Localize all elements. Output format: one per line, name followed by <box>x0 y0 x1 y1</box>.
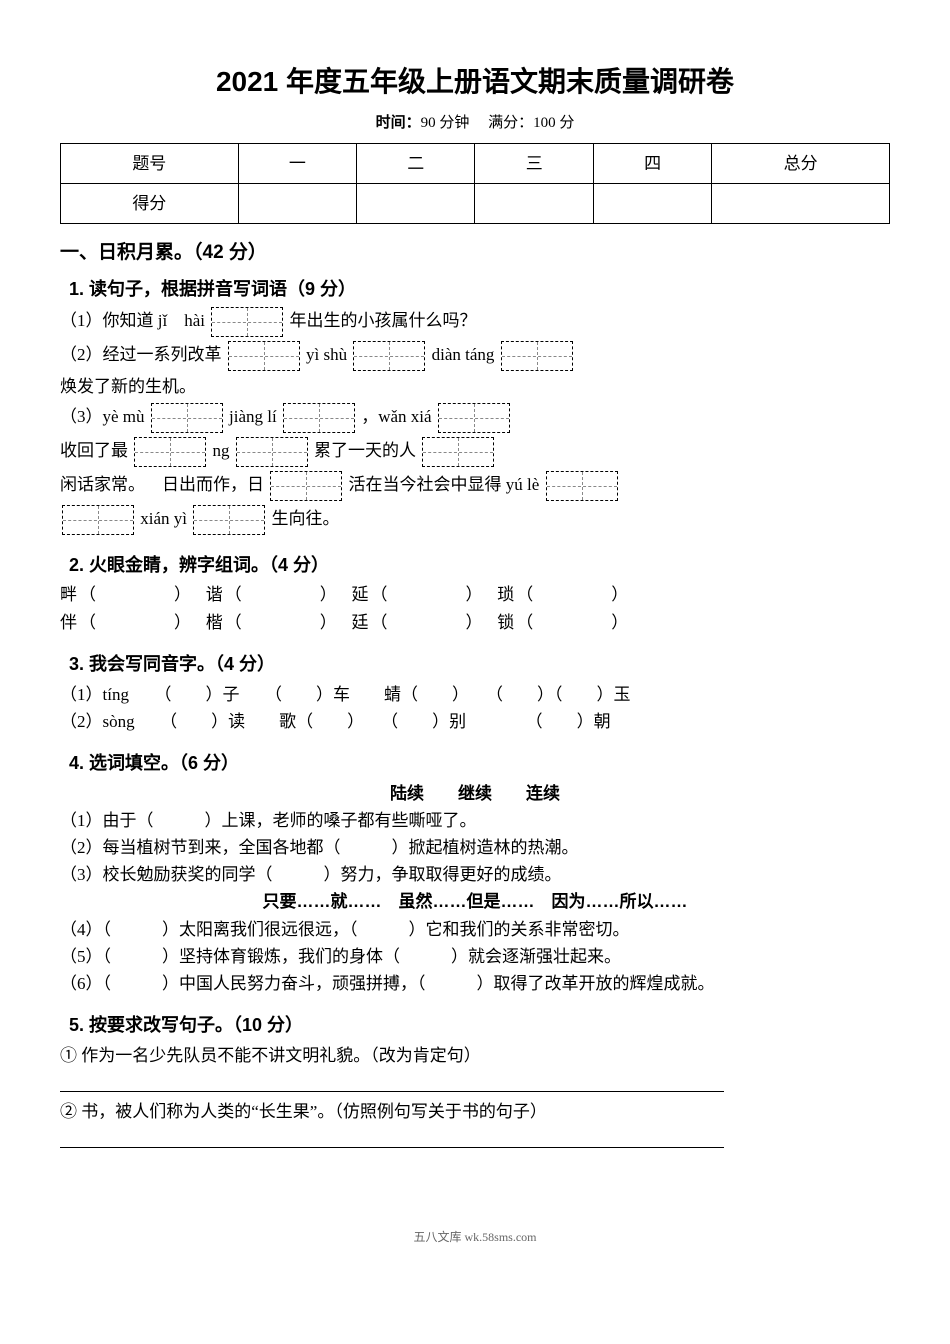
pinyin-blank[interactable] <box>270 471 342 501</box>
q3-body: （1）tíng （ ）子 （ ）车 蜻（ ） （ ）（ ）玉 （2）sòng （… <box>60 681 890 735</box>
full-label: 满分： <box>488 115 533 131</box>
pinyin-blank[interactable] <box>193 505 265 535</box>
table-row: 得分 <box>61 183 890 223</box>
answer-blank[interactable] <box>60 1129 724 1148</box>
score-cell[interactable] <box>475 183 593 223</box>
q3-line[interactable]: （1）tíng （ ）子 （ ）车 蜻（ ） （ ）（ ）玉 <box>60 681 890 708</box>
pinyin-blank[interactable] <box>501 341 573 371</box>
q4-body: 陆续 继续 连续 （1）由于（ ）上课，老师的嗓子都有些嘶哑了。 （2）每当植树… <box>60 780 890 998</box>
exam-meta: 时间：90 分钟 满分：100 分 <box>60 111 890 135</box>
q1-body: （1）你知道 jǐ hài 年出生的小孩属什么吗？ （2）经过一系列改革 yì … <box>60 305 890 536</box>
q5-head: 5. 按要求改写句子。（10 分） <box>60 1011 890 1040</box>
section-1-head: 一、日积月累。（42 分） <box>60 238 890 268</box>
page-title: 2021 年度五年级上册语文期末质量调研卷 <box>60 60 890 105</box>
table-row: 题号 一 二 三 四 总分 <box>61 143 890 183</box>
q5-body: ① 作为一名少先队员不能不讲文明礼貌。（改为肯定句） ② 书，被人们称为人类的“… <box>60 1042 890 1148</box>
q1-text: xián yì <box>140 508 187 527</box>
q2-head: 2. 火眼金睛，辨字组词。（4 分） <box>60 551 890 580</box>
q4-item[interactable]: （1）由于（ ）上课，老师的嗓子都有些嘶哑了。 <box>60 807 890 834</box>
q1-text: （3）yè mù <box>60 406 145 425</box>
time-value: 90 分钟 <box>421 115 470 131</box>
row-label: 得分 <box>61 183 239 223</box>
q3-head: 3. 我会写同音字。（4 分） <box>60 650 890 679</box>
score-cell[interactable] <box>593 183 711 223</box>
q2-item[interactable]: 伴（ ） <box>60 613 193 632</box>
q4-item[interactable]: （4）（ ）太阳离我们很远很远，（ ）它和我们的关系非常密切。 <box>60 916 890 943</box>
pinyin-blank[interactable] <box>422 437 494 467</box>
q2-item[interactable]: 锁（ ） <box>497 613 630 632</box>
score-cell[interactable] <box>238 183 356 223</box>
q1-text: （2）经过一系列改革 <box>60 345 222 364</box>
q2-item[interactable]: 琐（ ） <box>497 585 630 604</box>
q1-text: 收回了最 <box>60 440 128 459</box>
q2-item[interactable]: 谐（ ） <box>206 585 339 604</box>
q1-text: 生向往。 <box>272 508 340 527</box>
q1-text: 闲话家常。 <box>60 474 145 493</box>
word-bank-1: 陆续 继续 连续 <box>60 780 890 807</box>
q5-item: ① 作为一名少先队员不能不讲文明礼貌。（改为肯定句） <box>60 1042 890 1069</box>
q2-item[interactable]: 廷（ ） <box>352 613 485 632</box>
q1-text: 活在当今社会中显得 yú lè <box>349 474 540 493</box>
score-cell[interactable] <box>357 183 475 223</box>
word-bank-2: 只要……就…… 虽然……但是…… 因为……所以…… <box>60 888 890 915</box>
col-header: 三 <box>475 143 593 183</box>
full-value: 100 分 <box>533 115 574 131</box>
q3-line[interactable]: （2）sòng （ ）读 歌（ ） （ ）别 （ ）朝 <box>60 708 890 735</box>
pinyin-blank[interactable] <box>546 471 618 501</box>
q1-text: 累了一天的人 <box>314 440 416 459</box>
q1-text: 日出而作，日 <box>162 474 264 493</box>
q1-text: ng <box>213 440 230 459</box>
q1-text: diàn táng <box>432 345 495 364</box>
q2-item[interactable]: 延（ ） <box>352 585 485 604</box>
q1-text: 焕发了新的生机。 <box>60 373 890 400</box>
pinyin-blank[interactable] <box>151 403 223 433</box>
time-label: 时间： <box>376 115 421 131</box>
pinyin-blank[interactable] <box>62 505 134 535</box>
col-header: 一 <box>238 143 356 183</box>
pinyin-blank[interactable] <box>236 437 308 467</box>
pinyin-blank[interactable] <box>438 403 510 433</box>
q2-item[interactable]: 畔（ ） <box>60 585 193 604</box>
q2-body: 畔（ ） 谐（ ） 延（ ） 琐（ ） 伴（ ） 楷（ ） 廷（ ） 锁（ ） <box>60 581 890 635</box>
col-header: 总分 <box>712 143 890 183</box>
pinyin-blank[interactable] <box>134 437 206 467</box>
footer-text: 五八文库 wk.58sms.com <box>60 1228 890 1247</box>
score-table: 题号 一 二 三 四 总分 得分 <box>60 143 890 224</box>
q1-text: （1）你知道 jǐ hài <box>60 311 205 330</box>
q1-text: ，wǎn xiá <box>361 406 431 425</box>
pinyin-blank[interactable] <box>353 341 425 371</box>
q1-head: 1. 读句子，根据拼音写词语（9 分） <box>60 275 890 304</box>
pinyin-blank[interactable] <box>283 403 355 433</box>
q4-head: 4. 选词填空。（6 分） <box>60 749 890 778</box>
q4-item[interactable]: （6）（ ）中国人民努力奋斗，顽强拼搏，（ ）取得了改革开放的辉煌成就。 <box>60 970 890 997</box>
pinyin-blank[interactable] <box>228 341 300 371</box>
pinyin-blank[interactable] <box>211 307 283 337</box>
col-header: 二 <box>357 143 475 183</box>
q1-text: jiàng lí <box>229 406 277 425</box>
q1-text: yì shù <box>306 345 347 364</box>
q4-item[interactable]: （3）校长勉励获奖的同学（ ）努力，争取取得更好的成绩。 <box>60 861 890 888</box>
score-cell[interactable] <box>712 183 890 223</box>
q4-item[interactable]: （5）（ ）坚持体育锻炼，我们的身体（ ）就会逐渐强壮起来。 <box>60 943 890 970</box>
col-header: 四 <box>593 143 711 183</box>
q1-text: 年出生的小孩属什么吗？ <box>289 311 476 330</box>
q5-item: ② 书，被人们称为人类的“长生果”。（仿照例句写关于书的句子） <box>60 1098 890 1125</box>
col-header: 题号 <box>61 143 239 183</box>
answer-blank[interactable] <box>60 1073 724 1092</box>
q2-item[interactable]: 楷（ ） <box>206 613 339 632</box>
q4-item[interactable]: （2）每当植树节到来，全国各地都（ ）掀起植树造林的热潮。 <box>60 834 890 861</box>
